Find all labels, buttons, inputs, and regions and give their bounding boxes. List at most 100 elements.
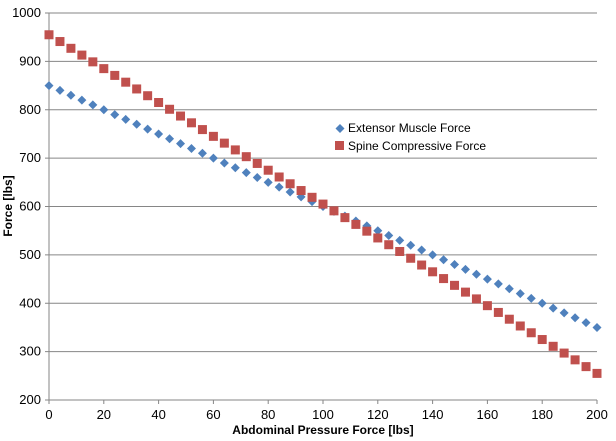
legend-item-extensor: Extensor Muscle Force (335, 121, 471, 135)
data-point (252, 172, 262, 182)
data-point (274, 182, 284, 192)
data-point (362, 226, 372, 236)
x-tick-label: 200 (586, 407, 608, 422)
data-point (307, 192, 317, 202)
data-point (373, 226, 383, 236)
x-tick-label: 140 (422, 407, 444, 422)
y-axis-title: Force [lbs] (1, 175, 15, 236)
data-point (208, 131, 218, 141)
data-point (428, 250, 438, 260)
data-point (274, 172, 284, 182)
data-point (340, 213, 350, 223)
data-point (471, 269, 481, 279)
data-point (176, 111, 186, 121)
x-tick-label: 160 (477, 407, 499, 422)
data-point (395, 235, 405, 245)
data-point (143, 124, 153, 134)
legend: Extensor Muscle Force Spine Compressive … (335, 121, 486, 153)
data-point (406, 240, 416, 250)
data-point (285, 187, 295, 197)
data-point (439, 274, 449, 284)
x-tick-label: 20 (97, 407, 111, 422)
data-point (450, 280, 460, 290)
legend-label-spine: Spine Compressive Force (348, 139, 486, 153)
y-tick-label: 500 (19, 247, 41, 262)
tick-labels: 200 300 400 500 600 700 800 900 1000 0 20 40 60 80 100… (12, 5, 608, 422)
data-point (230, 163, 240, 173)
data-point (143, 91, 153, 101)
y-tick-label: 300 (19, 344, 41, 359)
x-tick-label: 0 (45, 407, 52, 422)
x-tick-label: 100 (312, 407, 334, 422)
data-point (417, 245, 427, 255)
x-tick-label: 80 (261, 407, 275, 422)
data-point (395, 246, 405, 256)
data-point (570, 313, 580, 323)
data-point (318, 199, 328, 209)
data-point (99, 64, 109, 74)
gridlines (49, 12, 597, 353)
data-point (329, 206, 339, 216)
x-tick-label: 40 (151, 407, 165, 422)
data-point (55, 85, 65, 95)
data-point (121, 114, 131, 124)
data-point (559, 348, 569, 358)
data-point (515, 321, 525, 331)
data-point (154, 129, 164, 139)
data-point (263, 165, 273, 175)
y-tick-label: 700 (19, 150, 41, 165)
data-point (581, 362, 591, 372)
data-point (351, 219, 361, 229)
data-point (132, 119, 142, 129)
data-point (110, 110, 120, 120)
data-point (439, 255, 449, 265)
data-point (493, 307, 503, 317)
x-tick-label: 60 (206, 407, 220, 422)
data-point (504, 314, 514, 324)
legend-label-extensor: Extensor Muscle Force (348, 121, 471, 135)
data-point (44, 30, 54, 40)
x-axis-title: Abdominal Pressure Force [lbs] (232, 423, 413, 437)
data-point (515, 289, 525, 299)
data-point (493, 279, 503, 289)
data-point (197, 125, 207, 135)
data-point (77, 95, 87, 105)
data-point (592, 322, 602, 332)
legend-marker-square (335, 141, 344, 150)
data-point (526, 293, 536, 303)
data-point (384, 240, 394, 250)
data-point (559, 308, 569, 318)
y-tick-label: 1000 (12, 5, 41, 20)
data-point (460, 264, 470, 274)
data-point (450, 260, 460, 270)
data-point (186, 118, 196, 128)
y-tick-label: 600 (19, 199, 41, 214)
data-point (482, 301, 492, 311)
data-point (504, 284, 514, 294)
data-point (219, 158, 229, 168)
data-point (121, 77, 131, 87)
data-point (252, 158, 262, 168)
data-point (219, 138, 229, 148)
data-point (165, 134, 175, 144)
data-point (406, 253, 416, 263)
data-point (263, 177, 273, 187)
y-tick-label: 400 (19, 295, 41, 310)
data-point (197, 148, 207, 158)
data-point (241, 152, 251, 162)
data-point (230, 145, 240, 155)
data-point (471, 294, 481, 304)
data-point (460, 287, 470, 297)
data-point (132, 84, 142, 94)
data-point (208, 153, 218, 163)
data-point (241, 168, 251, 178)
data-point (296, 186, 306, 196)
data-point (99, 105, 109, 115)
data-point (537, 298, 547, 308)
legend-item-spine: Spine Compressive Force (335, 139, 486, 153)
legend-marker-diamond (335, 124, 345, 133)
series-spine (44, 30, 602, 378)
data-point (417, 260, 427, 270)
y-tick-label: 200 (19, 392, 41, 407)
data-point (548, 341, 558, 351)
